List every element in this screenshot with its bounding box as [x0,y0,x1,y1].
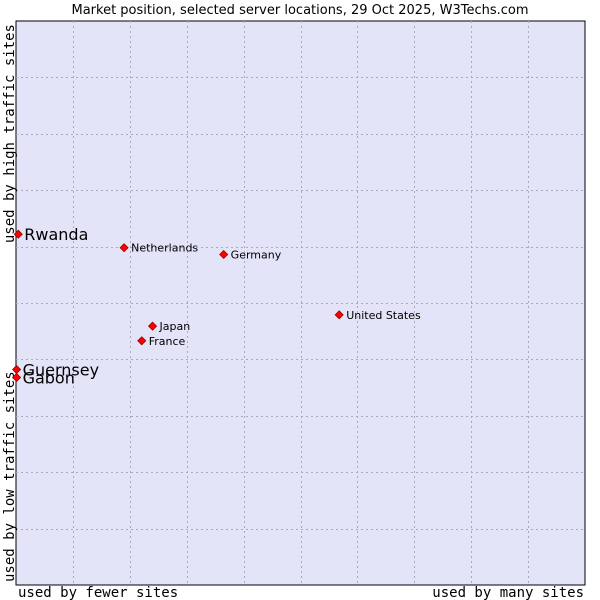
data-point-france[interactable] [137,336,147,346]
data-label-guernsey: Guernsey [23,361,99,380]
data-label-united-states: United States [346,309,421,322]
y-axis-label-high: used by high traffic sites [2,24,18,243]
data-label-japan: Japan [159,320,191,333]
data-label-netherlands: Netherlands [131,242,198,255]
x-axis-label-low: used by fewer sites [18,585,178,600]
data-point-united-states[interactable] [334,310,344,320]
chart-title: Market position, selected server locatio… [71,3,528,18]
grid-lines [16,21,585,585]
data-label-germany: Germany [231,248,282,261]
data-point-japan[interactable] [147,321,158,331]
plot-background [15,20,586,586]
data-label-rwanda: Rwanda [24,225,88,244]
data-label-france: France [149,335,186,348]
y-axis-label-low: used by low traffic sites [2,371,18,582]
data-point-rwanda[interactable] [13,229,23,239]
data-point-germany[interactable] [219,249,229,260]
data-label-gabon: Gabon [23,368,75,387]
data-point-netherlands[interactable] [119,243,129,253]
data-point-gabon[interactable] [12,372,22,383]
x-axis-label-high: used by many sites [432,585,584,600]
data-points: Rwanda Netherlands Germany United States Jap… [12,225,421,387]
